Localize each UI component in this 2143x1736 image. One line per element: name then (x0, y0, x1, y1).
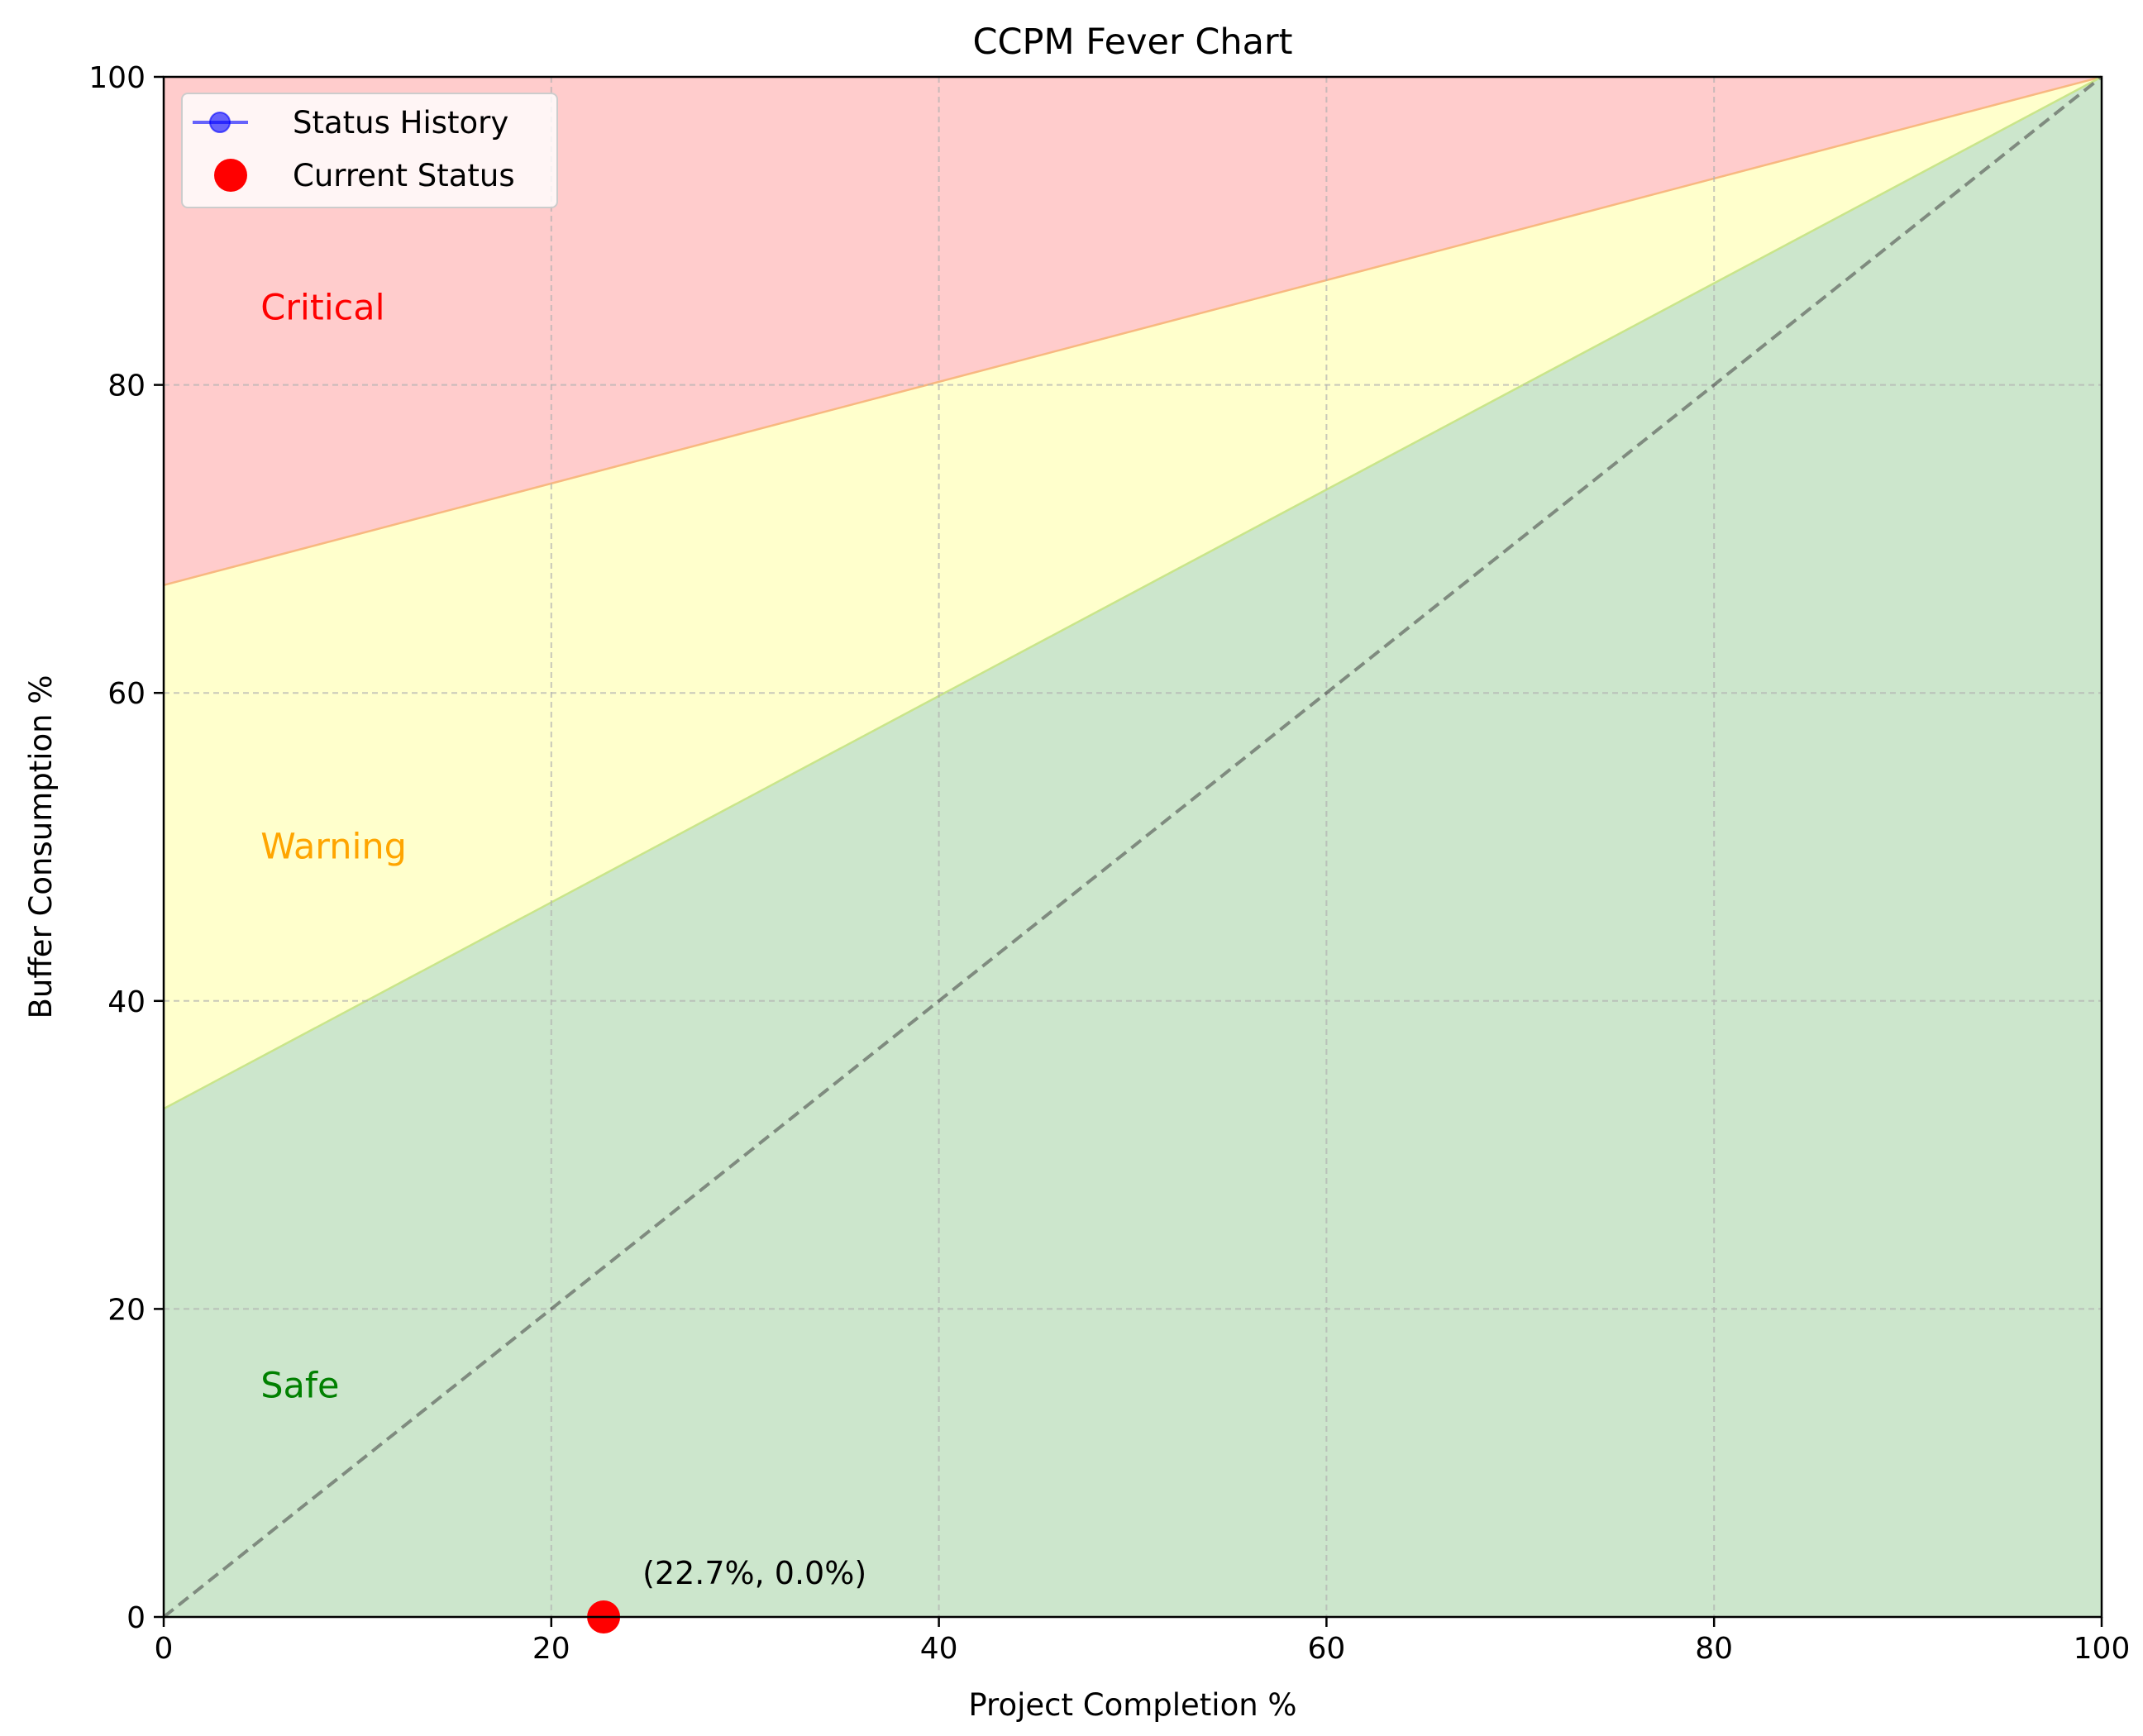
x-tick-label: 20 (532, 1632, 570, 1666)
x-axis-label: Project Completion % (968, 1687, 1296, 1723)
critical-boundary-line (163, 75, 2102, 586)
zone-label-warning: Warning (260, 827, 407, 868)
y-tick-label: 60 (107, 677, 146, 711)
zone-label-critical: Critical (260, 287, 384, 328)
legend-current-status-marker (214, 159, 247, 192)
y-tick-label: 40 (107, 985, 146, 1019)
x-tick-label: 80 (1695, 1632, 1733, 1666)
chart-title: CCPM Fever Chart (973, 21, 1293, 63)
reference-diagonal-line (162, 75, 2103, 1619)
y-axis-label: Buffer Consumption % (23, 675, 59, 1018)
legend-current-status-label: Current Status (293, 158, 515, 193)
x-tick-label: 40 (920, 1632, 958, 1666)
zone-label-safe: Safe (260, 1366, 339, 1407)
legend: Status History Current Status (181, 93, 558, 208)
x-tick-label: 100 (2074, 1632, 2131, 1666)
warning-boundary-line (163, 75, 2102, 1110)
y-tick-label: 80 (107, 370, 146, 403)
y-tick-label: 20 (107, 1293, 146, 1327)
legend-status-history-marker (209, 112, 231, 133)
y-tick-label: 0 (126, 1601, 146, 1635)
legend-status-history-label: Status History (293, 105, 508, 141)
y-tick-label: 100 (88, 61, 146, 95)
legend-box (181, 93, 558, 208)
x-tick-label: 60 (1307, 1632, 1345, 1666)
current-status-annotation: (22.7%, 0.0%) (642, 1555, 866, 1591)
x-tick-label: 0 (155, 1632, 174, 1666)
axes-frame (162, 75, 2103, 1619)
plot-area: Critical Warning Safe (22.7%, 0.0%) 0 20 40 60 8… (23, 21, 2130, 1723)
